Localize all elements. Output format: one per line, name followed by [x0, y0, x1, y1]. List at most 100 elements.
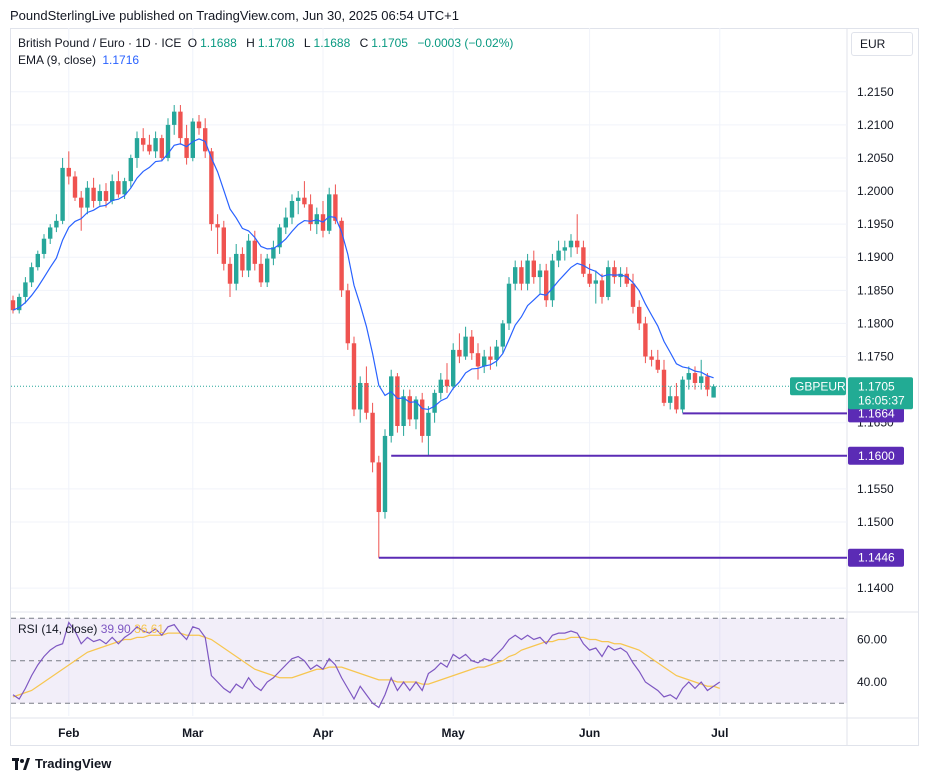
candle-body [48, 227, 53, 239]
candle-body [147, 144, 152, 152]
candle-body [630, 283, 636, 307]
candle-body [568, 240, 574, 248]
candle-body [41, 238, 47, 254]
candle-body [333, 194, 338, 221]
ema-layer [11, 138, 847, 411]
candle-body [637, 306, 642, 324]
candle-layer [10, 105, 716, 558]
candle-body [413, 399, 419, 420]
candle-body [234, 253, 239, 284]
candle-body [141, 138, 146, 145]
candle-body [116, 181, 121, 195]
chart-frame [10, 28, 919, 746]
candle-body [66, 167, 71, 177]
support-price-label: 1.1446 [858, 551, 895, 565]
high-value: 1.1708 [257, 36, 295, 50]
rsi-label: RSI (14, close) [18, 622, 98, 636]
candle-body [134, 138, 140, 158]
candle-body [494, 346, 499, 360]
candle-body [246, 240, 251, 271]
candle-body [215, 224, 220, 228]
price-tick-label: 1.1850 [857, 283, 894, 297]
candle-body [283, 217, 288, 228]
candle-body [17, 296, 22, 311]
candle-body [258, 263, 264, 283]
candle-body [599, 280, 605, 297]
close-value: 1.1705 [371, 36, 408, 50]
candle-body [190, 121, 195, 158]
candle-body [661, 369, 667, 403]
candle-body [178, 111, 183, 139]
candle-body [339, 220, 344, 291]
axis-layer: 1.2150 1.2100 1.2050 1.2000 1.1950 1.1900 1.18… [58, 85, 894, 740]
candle-body [655, 359, 660, 370]
candle-body [221, 227, 226, 264]
candle-body [469, 336, 474, 354]
candle-body [519, 267, 524, 284]
candle-body [544, 270, 549, 301]
candle-body [432, 392, 437, 413]
candle-body [649, 356, 654, 360]
candle-body [302, 197, 307, 205]
grid-layer [10, 28, 919, 746]
candle-body [345, 290, 350, 344]
price-tick-label: 1.2100 [857, 118, 894, 132]
candle-body [457, 349, 462, 357]
candle-body [85, 187, 90, 208]
rsi-value: 39.90 [100, 622, 131, 636]
price-tick-label: 1.1750 [857, 350, 894, 364]
symbol-tag [790, 377, 846, 396]
price-tick-label: 1.1500 [857, 515, 894, 529]
ema-legend: EMA (9, close) 1.1716 [18, 53, 142, 67]
candle-body [10, 300, 16, 311]
candle-body [376, 462, 381, 513]
candle-body [395, 376, 400, 426]
candle-body [668, 396, 673, 403]
candle-body [29, 267, 34, 283]
low-value: 1.1688 [313, 36, 351, 50]
open-label: O [187, 36, 198, 50]
candle-body [203, 128, 208, 152]
currency-selector[interactable]: EUR [851, 32, 913, 56]
candle-body [587, 273, 592, 284]
candle-body [389, 376, 394, 436]
candle-body [711, 386, 716, 398]
rsi-pane [11, 617, 847, 709]
candle-body [289, 200, 295, 218]
footer-brand[interactable]: TradingView [12, 756, 111, 771]
candle-body [575, 240, 580, 248]
candle-body [172, 111, 177, 125]
time-tick-label: Jul [711, 726, 728, 740]
candle-body [110, 181, 115, 201]
countdown-label: 16:05:37 [858, 393, 905, 407]
price-tick-label: 1.1800 [857, 316, 894, 330]
support-price-tag [848, 548, 904, 567]
support-price-label: 1.1600 [858, 449, 895, 463]
low-label: L [303, 36, 311, 50]
support-price-tag [848, 446, 904, 465]
ohlc-legend: British Pound / Euro · 1D · ICE O 1.1688 … [18, 36, 516, 50]
time-tick-label: Mar [182, 726, 204, 740]
candle-body [153, 138, 158, 152]
rsi-tick-label: 60.00 [857, 633, 887, 647]
price-tick-label: 1.2050 [857, 151, 894, 165]
time-tick-label: May [442, 726, 466, 740]
symbol-tag-label: GBPEUR [795, 379, 846, 393]
close-label: C [359, 36, 369, 50]
candle-body [581, 247, 586, 274]
candle-body [699, 376, 704, 383]
time-tick-label: Apr [313, 726, 334, 740]
candle-body [513, 267, 518, 284]
candle-body [705, 376, 710, 390]
candle-body [488, 356, 493, 360]
change-value: −0.0003 (−0.02%) [417, 36, 514, 50]
candle-body [593, 280, 598, 284]
candle-body [525, 260, 530, 284]
candle-body [308, 204, 313, 225]
rsi-legend: RSI (14, close) 39.90 36.61 [18, 622, 164, 636]
price-tick-label: 1.1950 [857, 217, 894, 231]
candle-body [612, 267, 617, 278]
support-layer [378, 412, 847, 559]
candle-body [531, 260, 536, 278]
